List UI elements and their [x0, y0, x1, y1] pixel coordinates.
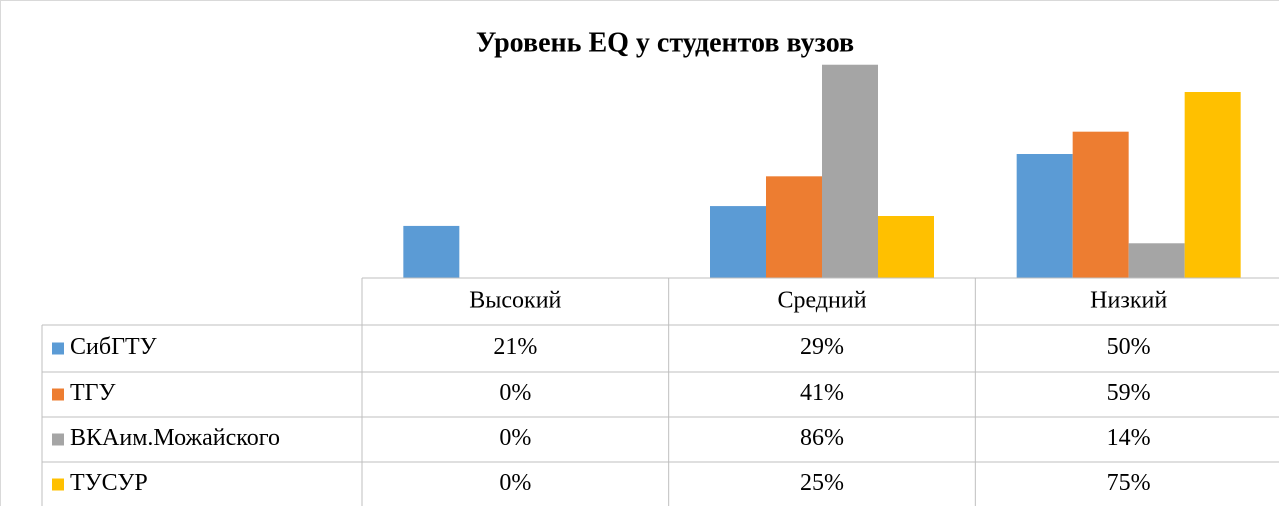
data-label: 41% — [800, 380, 844, 406]
data-label: 75% — [1107, 470, 1151, 496]
bar — [403, 225, 460, 278]
chart-title: Уровень EQ у студентов вузов — [476, 27, 854, 58]
bar — [1128, 243, 1185, 278]
x-tick-label: Низкий — [1090, 288, 1167, 314]
data-label: 21% — [493, 334, 537, 360]
legend-label: ТГУ — [70, 380, 116, 406]
legend-key — [52, 388, 64, 401]
legend-key — [52, 478, 64, 491]
legend-label: ТУСУР — [70, 470, 148, 496]
data-label: 29% — [800, 334, 844, 360]
data-label: 0% — [499, 470, 531, 496]
data-label: 86% — [800, 425, 844, 451]
data-label: 50% — [1107, 334, 1151, 360]
bar — [878, 216, 934, 278]
data-label: 0% — [499, 425, 531, 451]
x-tick-label: Высокий — [469, 288, 561, 314]
data-label: 59% — [1107, 380, 1151, 406]
legend-key — [52, 342, 64, 355]
bar — [822, 64, 878, 278]
bar — [710, 206, 766, 278]
x-tick-label: Средний — [777, 288, 866, 314]
data-label: 25% — [800, 470, 844, 496]
legend-key — [52, 433, 64, 446]
data-label: 0% — [499, 380, 531, 406]
bar — [1072, 131, 1129, 278]
bar — [1184, 92, 1241, 278]
data-label: 14% — [1107, 425, 1151, 451]
legend-label: СибГТУ — [70, 334, 157, 360]
bar — [1016, 154, 1073, 278]
legend-label: ВКАим.Можайского — [70, 425, 280, 451]
bar — [766, 176, 822, 278]
